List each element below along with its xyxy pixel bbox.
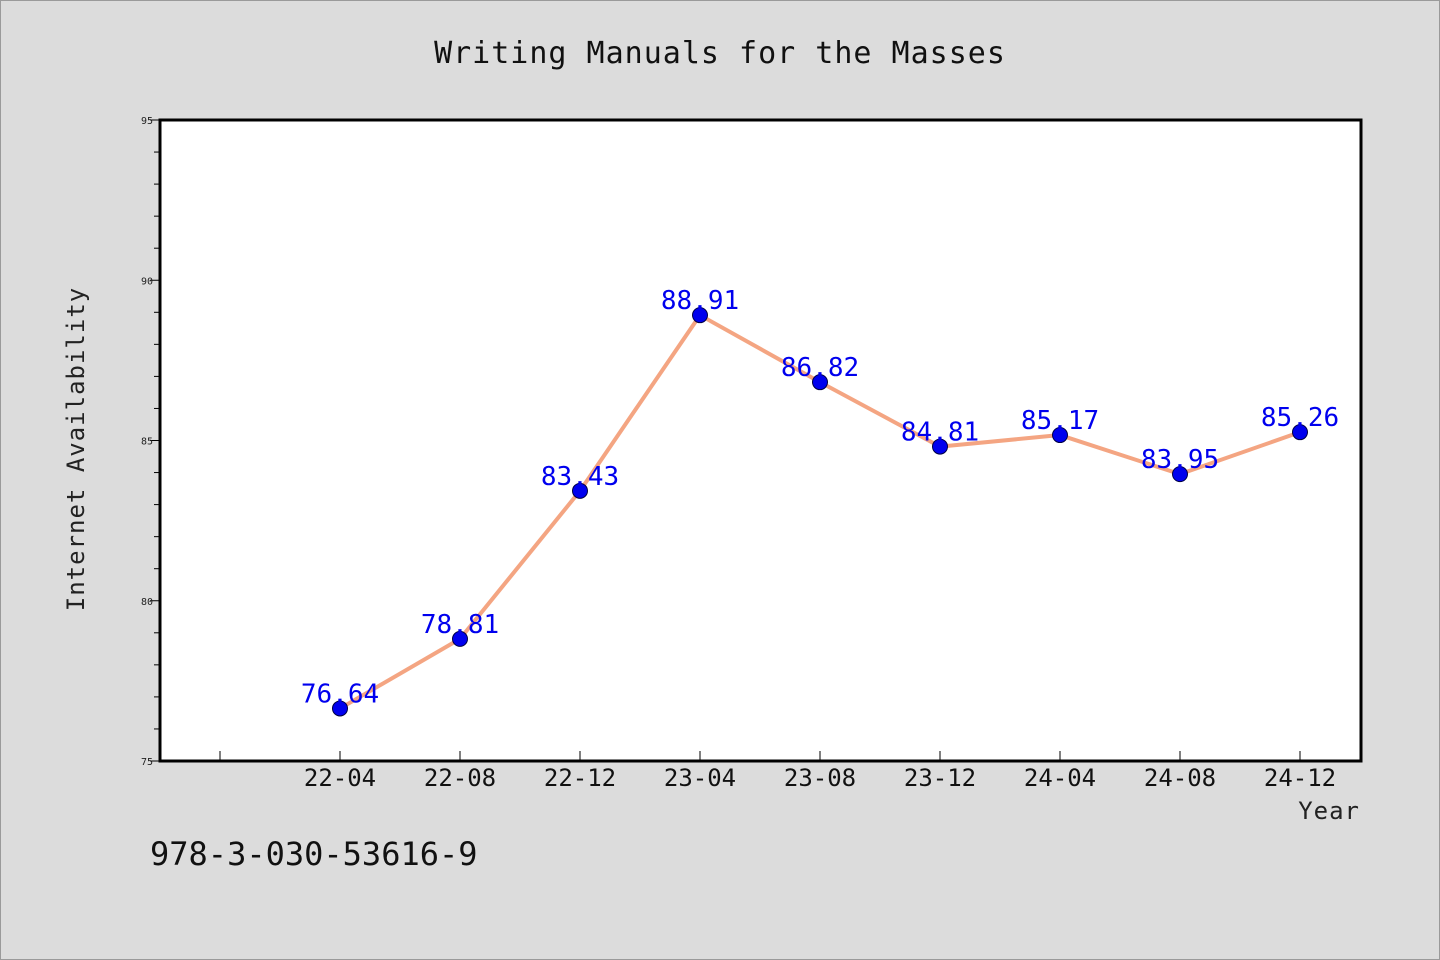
y-tick-label: 90 bbox=[141, 276, 153, 287]
data-label: 85.17 bbox=[1021, 406, 1099, 436]
y-tick-label: 80 bbox=[141, 597, 153, 608]
y-axis-label: Internet Availability bbox=[62, 287, 90, 611]
x-tick-label: 24-08 bbox=[1144, 764, 1216, 792]
y-tick-label: 95 bbox=[141, 116, 153, 127]
data-label: 83.43 bbox=[541, 462, 619, 492]
data-label: 85.26 bbox=[1261, 403, 1339, 433]
x-tick-label: 23-08 bbox=[784, 764, 856, 792]
data-label: 86.82 bbox=[781, 353, 859, 383]
data-point bbox=[1172, 466, 1188, 483]
x-tick-label: 23-12 bbox=[904, 764, 976, 792]
data-point bbox=[692, 307, 708, 324]
plot-area bbox=[158, 118, 1363, 763]
data-point bbox=[1292, 424, 1308, 441]
isbn-code: 978-3-030-53616-9 bbox=[150, 835, 478, 873]
x-axis: 22-04 22-08 22-12 23-04 23-08 23-12 24-04 24-08… bbox=[219, 751, 1336, 792]
x-tick-label: 22-08 bbox=[424, 764, 496, 792]
x-tick-label: 22-04 bbox=[304, 764, 376, 792]
series-line-group: 76.64 78.81 83.43 88.91 86.82 84.81 85.17 83.95… bbox=[301, 286, 1339, 717]
y-axis: 75 80 85 90 95 bbox=[141, 116, 160, 768]
data-point bbox=[1052, 427, 1068, 444]
x-tick-label: 22-12 bbox=[544, 764, 616, 792]
data-point bbox=[452, 630, 468, 647]
x-tick-label: 24-04 bbox=[1024, 764, 1096, 792]
x-axis-label: Year bbox=[1298, 797, 1360, 825]
y-tick-label: 75 bbox=[141, 757, 153, 768]
data-label: 78.81 bbox=[421, 610, 499, 640]
y-tick-label: 85 bbox=[141, 437, 153, 448]
data-point bbox=[932, 438, 948, 455]
data-point bbox=[572, 482, 588, 499]
x-tick-label: 24-12 bbox=[1264, 764, 1336, 792]
data-label: 76.64 bbox=[301, 679, 379, 709]
data-label: 83.95 bbox=[1141, 445, 1219, 475]
x-tick-label: 23-04 bbox=[664, 764, 736, 792]
data-point bbox=[812, 374, 828, 391]
chart-title: Writing Manuals for the Masses bbox=[434, 36, 1006, 71]
data-label: 84.81 bbox=[901, 418, 979, 448]
data-point bbox=[332, 700, 348, 717]
data-label: 88.91 bbox=[661, 286, 739, 316]
